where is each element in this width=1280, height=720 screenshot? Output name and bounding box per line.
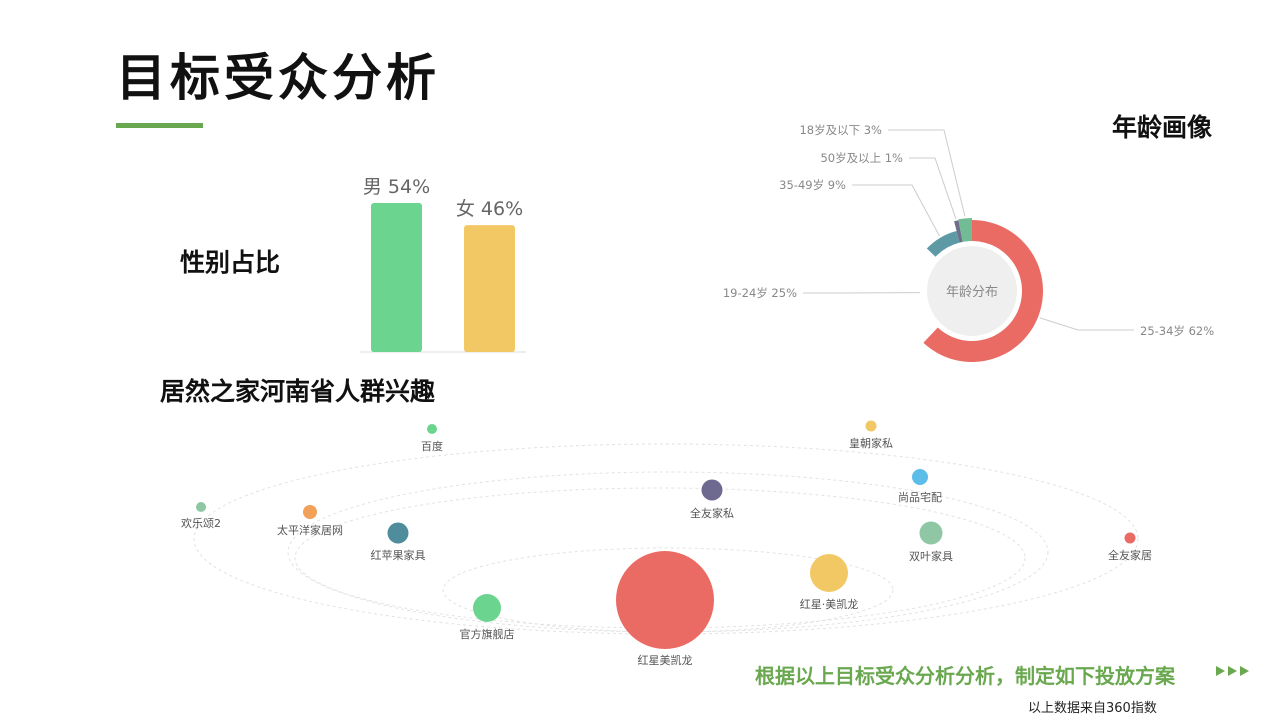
play-arrows-icon xyxy=(1216,666,1249,676)
interest-bubble-label-4: 欢乐颂2 xyxy=(181,516,221,530)
age-slice-4 xyxy=(958,218,972,242)
source-note: 以上数据来自360指数 xyxy=(1028,701,1157,716)
age-label-line-4 xyxy=(888,129,966,217)
interest-bubble-4 xyxy=(196,502,206,512)
interest-orbit-0 xyxy=(193,443,1139,635)
title-underline xyxy=(116,123,203,128)
age-slice-0 xyxy=(923,220,1043,362)
interest-bubble-9 xyxy=(810,554,848,592)
gender-section-label: 性别占比 xyxy=(180,248,281,277)
interest-bubble-label-3: 全友家私 xyxy=(690,506,734,520)
interest-bubble-2 xyxy=(912,469,928,485)
interest-bubble-label-1: 皇朝家私 xyxy=(849,436,893,450)
interest-bubble-label-5: 太平洋家居网 xyxy=(277,523,343,537)
age-center-disc xyxy=(927,246,1017,336)
interest-orbit-1 xyxy=(287,471,1049,633)
interest-bubble-5 xyxy=(303,505,317,519)
interest-bubble-10 xyxy=(473,594,501,622)
gender-bar-chart: 男 54% 女 46% xyxy=(360,176,526,353)
age-slice-label-4: 18岁及以下 3% xyxy=(799,123,882,137)
age-center-label: 年龄分布 xyxy=(946,285,998,300)
age-slice-2 xyxy=(926,230,960,257)
interest-section-label: 居然之家河南省人群兴趣 xyxy=(160,377,436,406)
interest-bubble-label-9: 红星·美凯龙 xyxy=(800,598,859,611)
interest-bubble-11 xyxy=(616,551,714,649)
interest-bubble-label-8: 全友家居 xyxy=(1108,548,1152,562)
interest-bubble-0 xyxy=(427,424,437,434)
gender-bar-label-1: 女 46% xyxy=(456,198,523,220)
age-section-label: 年龄画像 xyxy=(1112,113,1213,142)
page-title: 目标受众分析 xyxy=(116,49,440,107)
interest-bubble-label-0: 百度 xyxy=(421,439,443,453)
gender-bar-0 xyxy=(371,203,422,352)
interest-bubble-6 xyxy=(387,522,409,544)
gender-bar-1 xyxy=(464,225,515,352)
interest-bubble-8 xyxy=(1124,532,1136,544)
age-slice-label-3: 50岁及以上 1% xyxy=(820,151,903,165)
gender-bar-label-0: 男 54% xyxy=(363,176,430,198)
age-slice-3 xyxy=(954,220,963,243)
age-pie-chart: 25-34岁 62% 19-24岁 25% 35-49岁 9% 50岁及以上 1% 18… xyxy=(723,123,1214,362)
age-slice-label-2: 35-49岁 9% xyxy=(779,178,846,192)
interest-bubble-label-6: 红苹果家具 xyxy=(371,548,426,562)
interest-bubble-3 xyxy=(701,479,723,501)
conclusion-text: 根据以上目标受众分析分析，制定如下投放方案 xyxy=(755,664,1175,688)
interest-bubble-1 xyxy=(865,420,877,432)
interest-orbit-2 xyxy=(294,487,1026,629)
age-label-line-0 xyxy=(1039,317,1134,331)
age-label-line-3 xyxy=(909,157,957,219)
age-slice-label-0: 25-34岁 62% xyxy=(1140,324,1214,338)
age-label-line-2 xyxy=(852,184,940,237)
interest-bubble-label-7: 双叶家具 xyxy=(909,549,953,563)
interest-bubble-label-11: 红星美凯龙 xyxy=(638,654,693,667)
interest-bubble-label-2: 尚品宅配 xyxy=(898,490,942,504)
age-slice-label-1: 19-24岁 25% xyxy=(723,286,797,300)
interest-bubble-7 xyxy=(919,521,943,545)
interest-bubble-label-10: 官方旗舰店 xyxy=(460,627,515,641)
